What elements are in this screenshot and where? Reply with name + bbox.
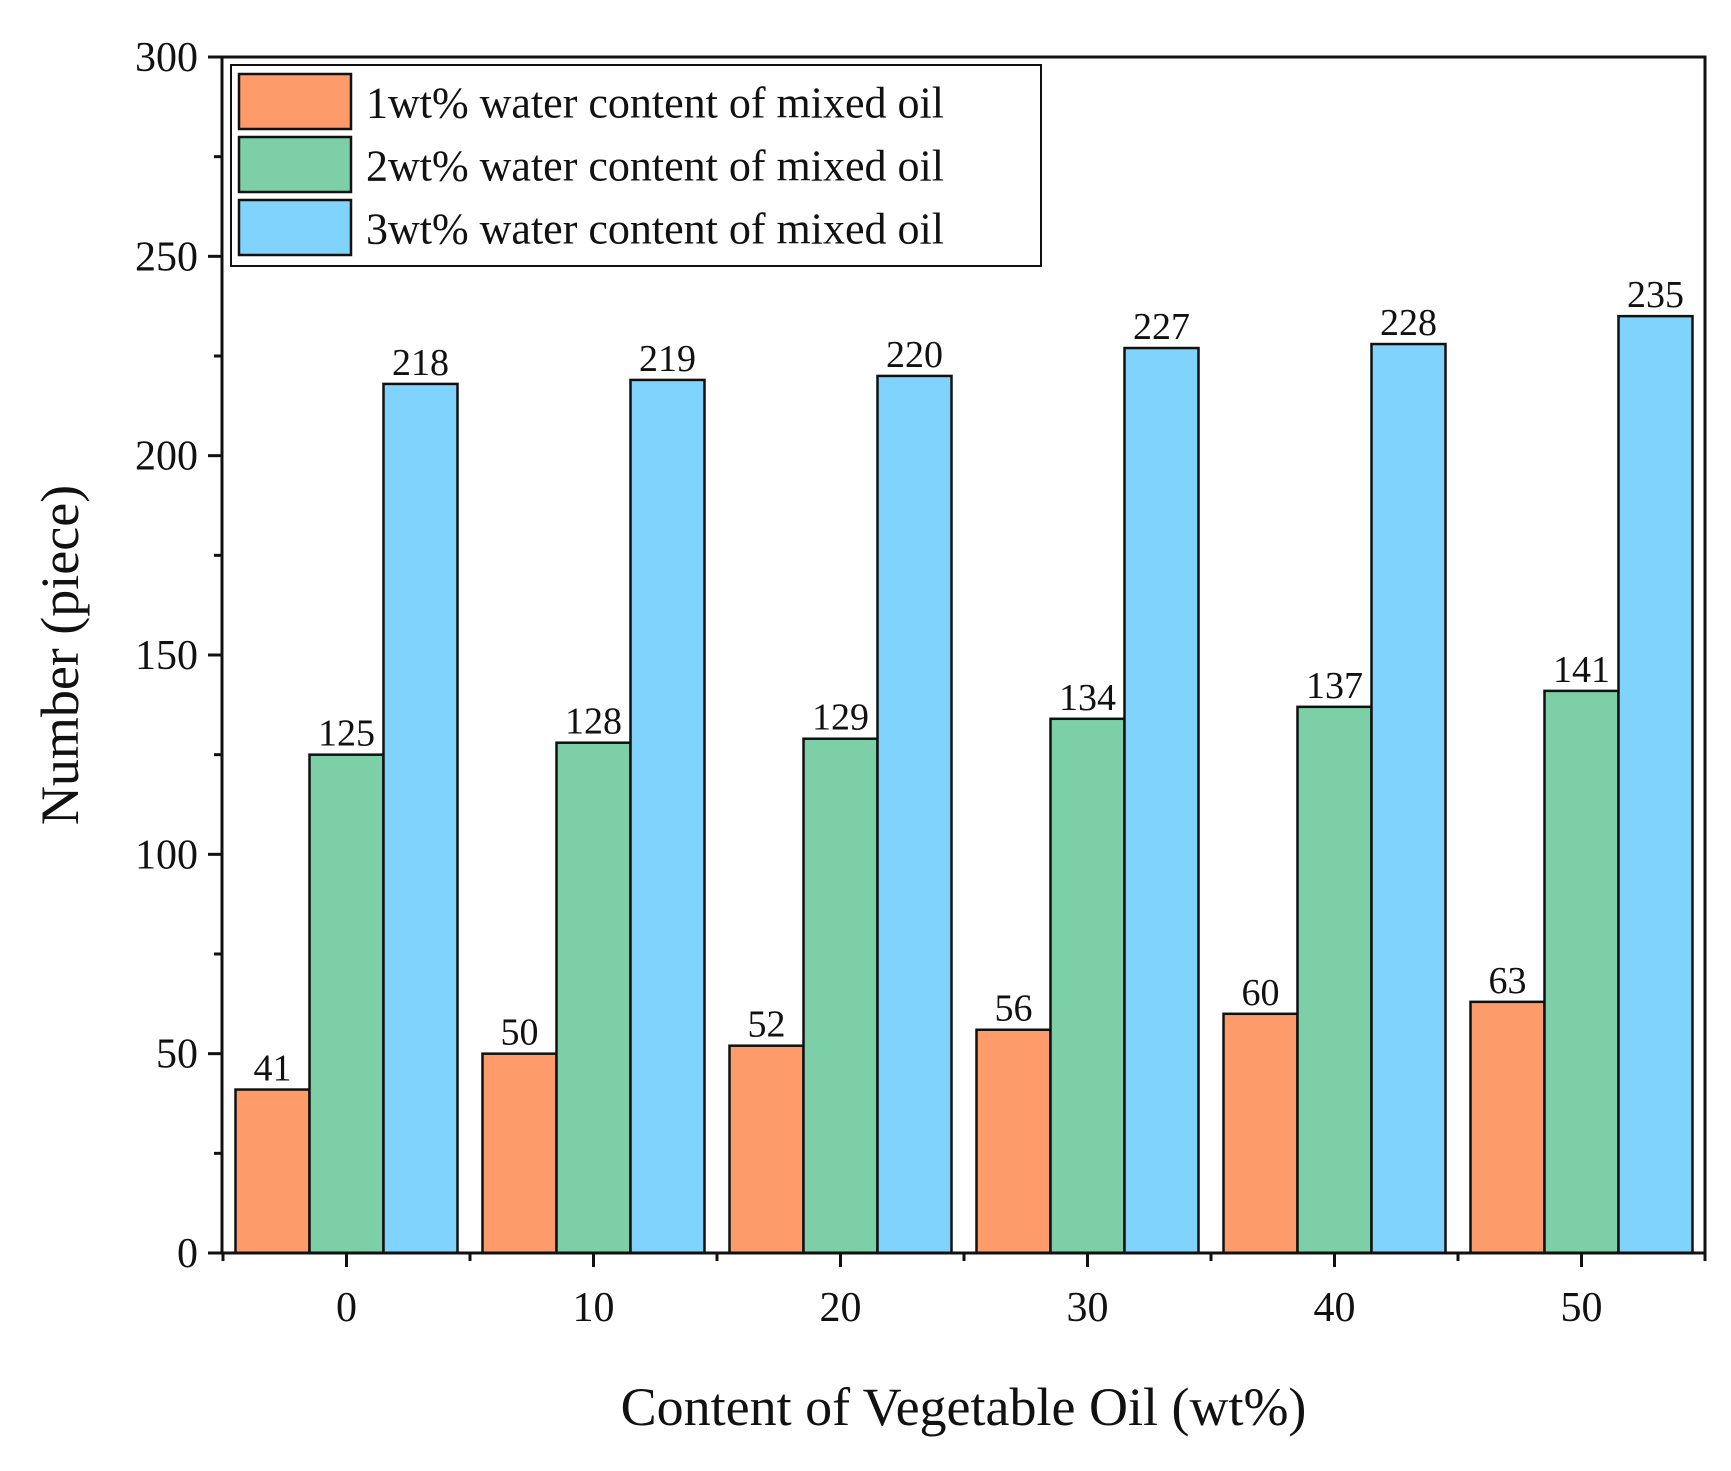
bar-series3-50: [1617, 314, 1694, 1255]
y-tick-label: 300: [135, 35, 198, 81]
x-axis-title: Content of Vegetable Oil (wt%): [621, 1377, 1307, 1437]
data-label-series1-30: 56: [995, 988, 1033, 1030]
data-label-series3-40: 228: [1380, 302, 1437, 344]
bar-series2-50: [1543, 689, 1620, 1255]
bar-series1-0: [234, 1088, 311, 1255]
bar-series3-0: [382, 382, 459, 1255]
data-label-series3-0: 218: [392, 342, 449, 384]
data-label-series2-10: 128: [565, 701, 622, 743]
data-label-series1-40: 60: [1242, 972, 1280, 1014]
legend-swatch-series3: [237, 198, 353, 257]
y-tick-label: 250: [135, 234, 198, 280]
x-tick-label: 50: [1561, 1285, 1603, 1331]
legend-swatch-series2: [237, 135, 353, 194]
x-tick-label: 20: [820, 1285, 862, 1331]
data-labels: 41 125 218 50 128 219 52 129 220 56 134 227 60 137 228…: [254, 274, 1685, 1089]
bar-series1-10: [481, 1052, 558, 1255]
bar-series1-20: [728, 1044, 805, 1255]
legend-label-series2: 2wt% water content of mixed oil: [366, 142, 944, 191]
bar-series2-20: [802, 737, 879, 1255]
y-tick-label: 50: [156, 1032, 198, 1078]
x-tick-label: 30: [1067, 1285, 1109, 1331]
y-tick-label: 150: [135, 633, 198, 679]
bar-series1-30: [975, 1028, 1052, 1255]
data-label-series3-30: 227: [1133, 306, 1190, 348]
x-tick-label: 40: [1314, 1285, 1356, 1331]
bar-series1-40: [1222, 1012, 1299, 1255]
x-tick-label: 10: [573, 1285, 615, 1331]
bar-series2-40: [1296, 705, 1373, 1255]
legend-box: [230, 64, 1042, 267]
y-tick-label: 0: [177, 1231, 198, 1277]
y-tick-label: 200: [135, 434, 198, 480]
data-label-series1-0: 41: [254, 1048, 292, 1090]
data-label-series2-40: 137: [1306, 665, 1363, 707]
bar-series3-20: [876, 374, 953, 1255]
legend-label-series3: 3wt% water content of mixed oil: [366, 205, 944, 254]
data-label-series1-10: 50: [501, 1012, 539, 1054]
data-label-series1-50: 63: [1489, 960, 1527, 1002]
y-tick-label: 100: [135, 832, 198, 878]
bar-series2-10: [555, 741, 632, 1255]
bars-layer: [234, 314, 1694, 1255]
data-label-series2-20: 129: [812, 697, 869, 739]
axis-ticks: 0 50 100 150 200 250 300 0 10 20 30 40 50: [135, 35, 1707, 1331]
bar-series3-10: [629, 378, 706, 1255]
bar-series1-50: [1469, 1000, 1546, 1255]
legend-swatch-series1: [237, 72, 353, 131]
bar-series2-30: [1049, 717, 1126, 1255]
bar-series3-40: [1370, 342, 1447, 1255]
bar-series3-30: [1123, 346, 1200, 1255]
data-label-series2-30: 134: [1059, 677, 1116, 719]
data-label-series3-50: 235: [1627, 274, 1684, 316]
data-label-series3-10: 219: [639, 338, 696, 380]
y-axis-title: Number (piece): [30, 485, 90, 825]
legend: 1wt% water content of mixed oil 2wt% wate…: [230, 64, 1042, 267]
legend-label-series1: 1wt% water content of mixed oil: [366, 79, 944, 128]
x-tick-label: 0: [336, 1285, 357, 1331]
data-label-series2-50: 141: [1553, 649, 1610, 691]
bar-series2-0: [308, 753, 385, 1255]
data-label-series2-0: 125: [318, 713, 375, 755]
data-label-series3-20: 220: [886, 334, 943, 376]
data-label-series1-20: 52: [748, 1004, 786, 1046]
